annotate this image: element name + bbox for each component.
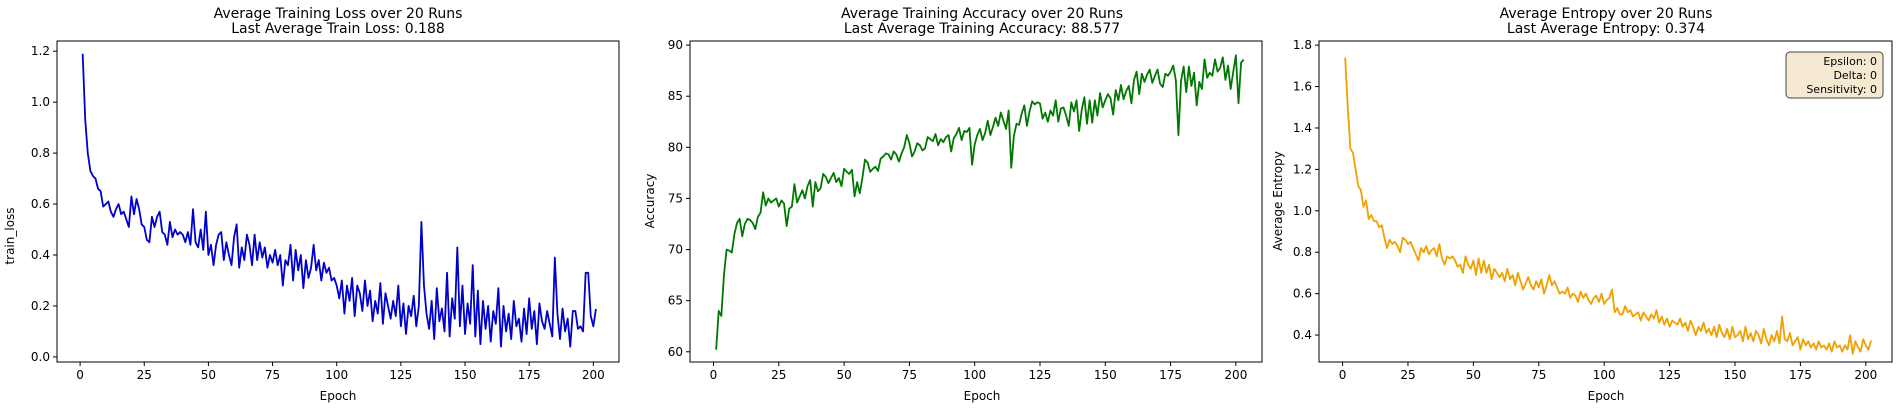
annotation-background (1785, 51, 1884, 99)
x-tick-label: 175 (518, 368, 541, 382)
series-line (81, 53, 597, 348)
x-tick-label: 75 (1531, 368, 1546, 382)
chart-panel-accuracy: Average Training Accuracy over 20 Runs L… (643, 6, 1263, 403)
x-tick-label: 125 (1029, 368, 1052, 382)
x-tick-label: 150 (454, 368, 477, 382)
chart-subtitle: Last Average Entropy: 0.374 (1507, 21, 1705, 37)
y-tick-label: 0.2 (31, 299, 50, 313)
plot-marks (715, 54, 1245, 350)
y-tick-label: 1.2 (1293, 162, 1312, 176)
annotation-delta: Delta: 0 (1833, 69, 1877, 82)
y-tick-label: 0.6 (31, 197, 50, 211)
chart-title: Average Training Accuracy over 20 Runs (841, 6, 1123, 22)
x-tick-label: 175 (1789, 368, 1812, 382)
y-tick-label: 85 (668, 89, 683, 103)
x-tick-label: 0 (1339, 368, 1347, 382)
x-tick-label: 125 (389, 368, 412, 382)
x-tick-label: 100 (325, 368, 348, 382)
x-tick-label: 200 (1224, 368, 1247, 382)
x-tick-label: 50 (1466, 368, 1481, 382)
y-tick-label: 1.4 (1293, 121, 1312, 135)
y-tick-label: 0.0 (31, 350, 50, 364)
x-tick-label: 150 (1094, 368, 1117, 382)
series-line (1344, 57, 1872, 355)
x-axis-label: Epoch (964, 389, 1001, 403)
plot-frame (56, 40, 620, 363)
x-tick-label: 75 (265, 368, 280, 382)
x-tick-label: 0 (76, 368, 84, 382)
y-tick-label: 1.8 (1293, 38, 1312, 52)
y-tick-label: 0.6 (1293, 287, 1312, 301)
plot-marks (1344, 57, 1872, 355)
y-tick-label: 1.0 (1293, 204, 1312, 218)
chart-title: Average Entropy over 20 Runs (1500, 6, 1713, 22)
x-tick-label: 200 (1854, 368, 1877, 382)
axis-ticks: 0 25 50 75 100 125 150 175 200 0.0 0.2 0.4 0.6 0.8 1.0… (31, 44, 605, 382)
y-axis-label: Accuracy (643, 174, 657, 229)
y-tick-label: 0.8 (1293, 245, 1312, 259)
x-tick-label: 100 (1593, 368, 1616, 382)
y-tick-label: 65 (668, 294, 683, 308)
x-tick-label: 125 (1658, 368, 1681, 382)
y-tick-label: 1.2 (31, 44, 50, 58)
annotation-sensitivity: Sensitivity: 0 (1806, 83, 1877, 96)
y-tick-label: 70 (668, 243, 683, 257)
chart-panel-loss: Average Training Loss over 20 Runs Last … (3, 6, 620, 403)
y-tick-label: 1.6 (1293, 80, 1312, 94)
chart-panel-entropy: Average Entropy over 20 Runs Last Averag… (1271, 6, 1893, 403)
x-tick-label: 200 (582, 368, 605, 382)
y-tick-label: 75 (668, 191, 683, 205)
plot-marks (81, 53, 597, 348)
series-line (715, 54, 1245, 350)
y-tick-label: 0.4 (1293, 328, 1312, 342)
y-tick-label: 90 (668, 38, 683, 52)
y-tick-label: 80 (668, 140, 683, 154)
x-tick-label: 75 (902, 368, 917, 382)
x-axis-label: Epoch (320, 389, 357, 403)
x-tick-label: 25 (1400, 368, 1415, 382)
x-tick-label: 150 (1724, 368, 1747, 382)
plot-frame (1318, 40, 1893, 363)
y-axis-label: train_loss (3, 207, 17, 264)
x-tick-label: 100 (963, 368, 986, 382)
x-tick-label: 50 (201, 368, 216, 382)
x-tick-label: 175 (1159, 368, 1182, 382)
axis-ticks: 0 25 50 75 100 125 150 175 200 0.4 0.6 0.8 1.0 1.2 1.4… (1293, 38, 1877, 382)
y-tick-label: 0.8 (31, 146, 50, 160)
x-tick-label: 25 (771, 368, 786, 382)
annotation-epsilon: Epsilon: 0 (1823, 55, 1877, 68)
x-axis-label: Epoch (1588, 389, 1625, 403)
chart-subtitle: Last Average Train Loss: 0.188 (231, 21, 445, 37)
params-annotation-box: Epsilon: 0 Delta: 0 Sensitivity: 0 (1785, 51, 1884, 99)
y-tick-label: 1.0 (31, 95, 50, 109)
x-tick-label: 0 (710, 368, 718, 382)
chart-title: Average Training Loss over 20 Runs (214, 6, 463, 22)
x-tick-label: 25 (137, 368, 152, 382)
y-tick-label: 60 (668, 345, 683, 359)
chart-subtitle: Last Average Training Accuracy: 88.577 (844, 21, 1120, 37)
axis-ticks: 0 25 50 75 100 125 150 175 200 60 65 70 75 80 85 90 (668, 38, 1248, 382)
y-axis-label: Average Entropy (1271, 151, 1285, 251)
x-tick-label: 50 (836, 368, 851, 382)
y-tick-label: 0.4 (31, 248, 50, 262)
plot-frame (689, 40, 1263, 363)
